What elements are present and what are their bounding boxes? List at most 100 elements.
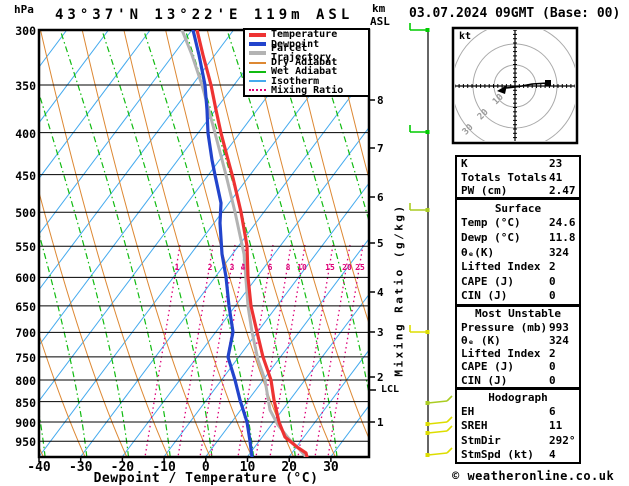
stat-value: 0 xyxy=(549,373,556,387)
hodograph-unit-label: kt xyxy=(459,31,472,42)
legend-item: Mixing Ratio xyxy=(247,84,366,96)
mixing-ratio-value-label: 20 xyxy=(342,263,352,272)
stat-value: 993 xyxy=(549,320,569,334)
mixing-ratio-value-label: 6 xyxy=(267,263,273,272)
stat-label: K xyxy=(461,157,468,171)
temp-tick-label: 20 xyxy=(281,460,298,475)
stat-row: K 23 xyxy=(457,157,579,170)
stat-label: StmDir xyxy=(461,433,501,447)
page-title: 43°37'N 13°22'E 119m ASL xyxy=(55,7,354,23)
km-tick-label: 3 xyxy=(377,326,384,339)
stat-row: CAPE (J) 0 xyxy=(457,275,579,288)
legend-item-label: Parcel Trajectory xyxy=(271,43,332,64)
legend-item: Temperature xyxy=(247,29,366,41)
stat-row: EH 6 xyxy=(457,405,579,418)
km-axis-unit-label: km xyxy=(372,2,386,15)
legend-item-label: Dry Adiabat xyxy=(271,57,338,68)
stat-label: Lifted Index xyxy=(461,260,541,274)
stat-label: CIN (J) xyxy=(461,289,508,303)
stat-label: Totals Totals xyxy=(461,170,548,184)
info-box-title: Surface xyxy=(494,201,542,215)
legend-item: Parcel Trajectory xyxy=(247,44,366,63)
wind-barb-column xyxy=(409,23,453,457)
stat-label: θₑ(K) xyxy=(461,245,495,259)
legend-line-sample xyxy=(249,42,266,46)
stat-row: CAPE (J) 0 xyxy=(457,360,579,373)
stat-label: Dewp (°C) xyxy=(461,230,521,244)
stat-row: StmSpd (kt) 4 xyxy=(457,448,579,461)
stat-label: CAPE (J) xyxy=(461,274,514,288)
stat-row: θₑ(K) 324 xyxy=(457,246,579,259)
legend-line-sample xyxy=(249,51,266,56)
dewpoint-curve xyxy=(191,30,254,457)
mixing-ratio-value-label: 8 xyxy=(285,263,291,272)
stat-label: EH xyxy=(461,405,475,419)
km-tick-label: 1 xyxy=(377,416,384,429)
legend: Temperature Dewpoint Parcel Trajectory Dry … xyxy=(243,28,370,97)
temperature-curve xyxy=(195,30,309,457)
stat-row: Totals Totals 41 xyxy=(457,171,579,184)
stat-label: SREH xyxy=(461,419,488,433)
stat-value: 2 xyxy=(549,347,556,361)
mixing-ratio-value-label: 15 xyxy=(325,263,335,272)
legend-item-label: Isotherm xyxy=(271,75,320,87)
stat-value: 11.8 xyxy=(549,230,576,244)
x-axis-label: Dewpoint / Temperature (°C) xyxy=(93,471,319,486)
stat-row: θₑ (K) 324 xyxy=(457,334,579,347)
pressure-tick-label: 650 xyxy=(15,299,36,314)
stat-row: CIN (J) 0 xyxy=(457,289,579,302)
legend-item-label: Temperature xyxy=(271,29,338,41)
mixing-ratio-value-label: 3 xyxy=(229,263,235,272)
stat-row: SREH 11 xyxy=(457,419,579,432)
hodograph-stats-box: Hodograph EH 6 SREH 11 StmDir 292° StmSpd (kt) 4 xyxy=(455,388,581,464)
stat-value: 6 xyxy=(549,405,556,419)
stat-row: StmDir 292° xyxy=(457,434,579,447)
pressure-tick-label: 300 xyxy=(15,24,36,38)
stat-value: 4 xyxy=(549,447,556,461)
stat-row: Lifted Index 2 xyxy=(457,347,579,360)
temp-tick-label: 30 xyxy=(323,460,339,475)
stat-row: Dewp (°C) 11.8 xyxy=(457,231,579,244)
pressure-tick-label: 400 xyxy=(15,126,36,141)
stat-value: 41 xyxy=(549,170,563,184)
surface-box: Surface Temp (°C) 24.6 Dewp (°C) 11.8 θₑ(K) 32… xyxy=(455,198,581,306)
pressure-tick-label: 950 xyxy=(15,435,36,450)
km-tick-label: 7 xyxy=(377,142,384,155)
mixing-ratio-value-label: 4 xyxy=(240,263,246,272)
km-tick-label: 8 xyxy=(377,94,384,107)
pressure-tick-label: 450 xyxy=(15,168,36,183)
pressure-tick-label: 850 xyxy=(15,395,36,410)
stat-value: 23 xyxy=(549,157,563,171)
stat-row: CIN (J) 0 xyxy=(457,374,579,387)
stat-value: 292° xyxy=(549,433,576,447)
stat-row: Lifted Index 2 xyxy=(457,260,579,273)
stat-value: 24.6 xyxy=(549,216,576,230)
mixing-ratio-value-label: 1 xyxy=(174,263,180,272)
info-box-title: Most Unstable xyxy=(474,307,562,321)
sounding-curves xyxy=(180,30,309,457)
copyright-label: © weatheronline.co.uk xyxy=(452,469,615,483)
legend-line-sample xyxy=(249,32,266,37)
hodograph-trace xyxy=(505,82,549,89)
stat-value: 2.47 xyxy=(549,183,576,197)
legend-line-sample xyxy=(249,89,266,92)
temp-tick-label: -20 xyxy=(110,460,135,475)
most-unstable-box: Most Unstable Pressure (mb) 993 θₑ (K) 324 Li… xyxy=(455,305,581,389)
stat-label: Pressure (mb) xyxy=(461,320,548,334)
legend-line-sample xyxy=(249,80,266,82)
legend-item-label: Dewpoint xyxy=(271,38,320,50)
axis-ticks xyxy=(38,99,376,462)
legend-line-sample xyxy=(249,61,266,64)
stat-value: 2 xyxy=(549,260,556,274)
stat-label: Lifted Index xyxy=(461,347,541,361)
stat-value: 324 xyxy=(549,245,569,259)
mixing-ratio-value-label: 2 xyxy=(207,263,213,272)
legend-item-label: Mixing Ratio xyxy=(271,84,344,96)
stat-value: 324 xyxy=(549,333,569,347)
hodograph-arrow xyxy=(497,85,507,94)
legend-item: Wet Adiabat xyxy=(247,67,366,77)
pressure-unit-label: hPa xyxy=(14,3,34,16)
